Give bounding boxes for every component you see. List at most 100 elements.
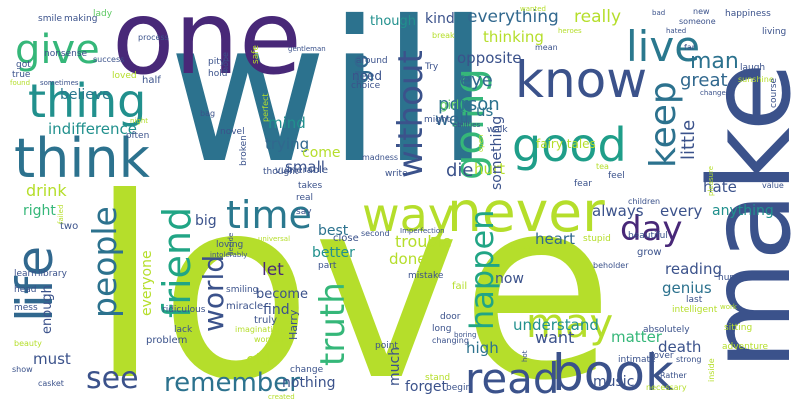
word-children: children — [628, 197, 661, 206]
word-live: live — [626, 22, 701, 71]
word-think: think — [14, 127, 150, 190]
word-write: write — [385, 169, 408, 179]
word-imperfection: Imperfection — [400, 227, 445, 235]
word-success: success — [93, 55, 125, 64]
word-two: two — [60, 221, 79, 232]
word-around: around — [356, 56, 388, 66]
word-smile: smile — [38, 14, 62, 24]
word-girl: girl — [440, 98, 460, 112]
word-fear: fear — [574, 179, 592, 189]
word-every: every — [660, 202, 703, 220]
word-read: read — [465, 354, 560, 403]
word-bad: bad — [652, 9, 666, 17]
word-know: know — [515, 51, 648, 109]
word-kind: kind — [425, 11, 455, 27]
word-mind: mind — [268, 114, 306, 132]
word-rather: Rather — [660, 371, 687, 380]
word-stand: stand — [425, 373, 451, 383]
word-must: must — [33, 350, 71, 368]
word-hate: hate — [703, 178, 737, 196]
word-say: say — [296, 207, 312, 217]
word-last: last — [686, 295, 703, 305]
word-mistake: mistake — [408, 271, 444, 281]
word-mess: mess — [14, 303, 38, 313]
word-hold: hold — [208, 69, 228, 79]
word-door: door — [440, 312, 461, 322]
word-want: want — [535, 328, 575, 347]
word-choice: choice — [351, 81, 381, 91]
word-problem: problem — [146, 335, 188, 346]
word-us: us — [476, 102, 494, 120]
word-happiness: happiness — [725, 9, 771, 19]
word-show: show — [12, 365, 33, 374]
word-loved: loved — [112, 71, 137, 81]
word-though: though — [370, 14, 417, 29]
word-find: find — [263, 302, 290, 318]
word-truth: truth — [313, 282, 353, 366]
word-sometimes: sometimes — [40, 79, 79, 87]
word-madness: madness — [362, 153, 399, 162]
word-learn: learn — [14, 269, 37, 279]
word-death: death — [658, 338, 702, 356]
word-change: change — [290, 365, 324, 375]
word-anyone: Anyone — [505, 243, 536, 252]
word-vulnerable: vulnerable — [275, 165, 329, 176]
word-grow: grow — [637, 247, 662, 258]
word-pity: pity — [208, 57, 226, 67]
word-forget: forget — [405, 379, 447, 395]
word-mean: mean — [535, 43, 558, 52]
word-become: become — [256, 287, 309, 302]
word-old: old — [246, 350, 271, 369]
word-boring: boring — [454, 331, 477, 339]
word-got: got — [16, 60, 31, 70]
word-pleasure: pleasure — [707, 165, 715, 196]
word-drink: drink — [26, 181, 67, 200]
word-failed: failed — [57, 204, 65, 224]
word-living: living — [762, 27, 787, 37]
word-harry: Harry — [287, 309, 300, 340]
word-always: always — [592, 202, 644, 220]
word-need: need — [352, 69, 382, 83]
word-one: one — [112, 0, 302, 98]
word-night: night — [130, 117, 149, 125]
word-loving: loving — [216, 240, 244, 250]
word-genius: genius — [662, 279, 712, 297]
word-thinking: thinking — [483, 28, 544, 46]
word-never: never — [447, 180, 605, 244]
word-love: love — [90, 144, 615, 407]
word-little: little — [678, 119, 699, 160]
word-everything: everything — [467, 7, 559, 27]
word-world: world — [197, 254, 230, 332]
word-tea: tea — [596, 162, 609, 171]
word-course: course — [769, 77, 779, 108]
word-truly: truly — [254, 315, 278, 326]
word-without: without — [391, 50, 431, 178]
word-miracle: miracle — [226, 301, 264, 312]
word-well: well — [435, 110, 469, 130]
word-great: great — [680, 70, 728, 91]
word-keep: keep — [643, 81, 684, 168]
word-real: real — [296, 193, 314, 203]
word-done: done — [389, 250, 427, 268]
word-eye: eye — [460, 70, 493, 91]
word-indifference: indifference — [48, 120, 137, 138]
word-day: day — [620, 209, 683, 249]
word-beholder: beholder — [593, 261, 629, 270]
word-laugh: laugh — [740, 63, 766, 73]
word-lady: lady — [93, 9, 113, 19]
word-created: created — [268, 393, 295, 401]
word-half: half — [142, 75, 161, 86]
word-stupid: stupid — [583, 234, 611, 244]
word-let: let — [262, 260, 284, 280]
word-better: better — [312, 245, 355, 261]
word-human: human — [718, 273, 750, 283]
word-will: will — [168, 0, 491, 206]
word-sitting: sitting — [724, 323, 753, 333]
word-beautiful: beautiful — [628, 231, 668, 241]
word-much: much — [387, 346, 403, 386]
word-universal: universal — [258, 235, 291, 243]
word-making: making — [64, 14, 98, 24]
word-necessary: necessary — [646, 383, 687, 392]
word-hot: hot — [521, 350, 529, 362]
